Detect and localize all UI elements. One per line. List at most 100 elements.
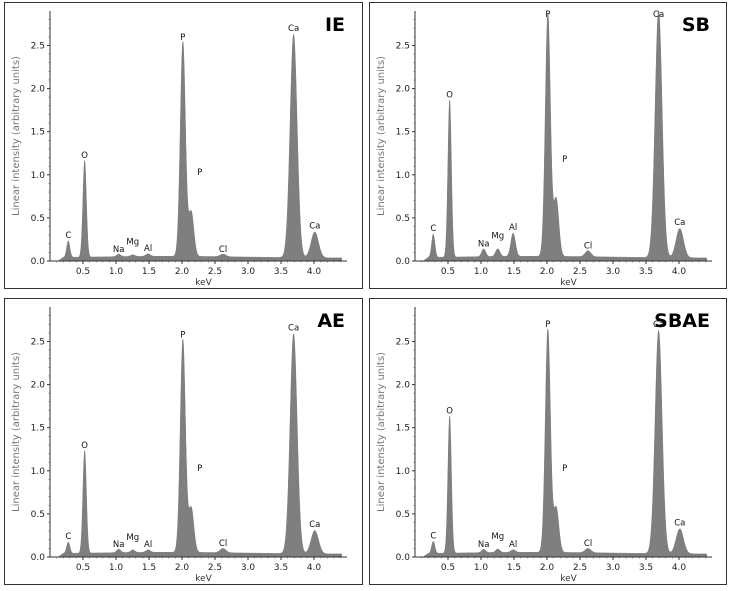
chart-title: IE bbox=[325, 14, 345, 36]
x-tick-label: 3.5 bbox=[274, 267, 288, 277]
x-tick-label: 1.0 bbox=[109, 563, 124, 573]
peak-label: P bbox=[197, 168, 202, 178]
y-tick-label: 2.5 bbox=[31, 41, 45, 51]
spectrum-panel-sbae: 0.0 0.5 1.0 1.5 2.0 2.5 0.5 1.0 1.5 2.0 2.5 3.0 3.5 4… bbox=[369, 298, 727, 585]
x-axis-label: keV bbox=[560, 278, 577, 288]
y-tick-label: 1.0 bbox=[31, 171, 46, 181]
peak-label: Na bbox=[478, 540, 490, 550]
peak-label: Al bbox=[509, 223, 517, 233]
peak-label: O bbox=[446, 406, 453, 416]
spectrum-chart-sb: 0.0 0.5 1.0 1.5 2.0 2.5 0.5 1.0 1.5 2.0 2.5 3.0 3.5 4… bbox=[376, 10, 712, 288]
x-tick-label: 3.5 bbox=[639, 267, 653, 277]
peak-label: C bbox=[430, 224, 436, 234]
peak-label: O bbox=[446, 91, 453, 101]
x-tick-label: 2.5 bbox=[208, 563, 222, 573]
x-tick-label: 4.0 bbox=[307, 563, 322, 573]
peak-label: O bbox=[81, 441, 88, 451]
y-tick-label: 0.0 bbox=[31, 257, 46, 267]
y-tick-label: 1.5 bbox=[31, 128, 45, 138]
y-tick-label: 1.5 bbox=[396, 424, 410, 434]
x-tick-label: 0.5 bbox=[76, 267, 90, 277]
x-tick-label: 3.5 bbox=[639, 563, 653, 573]
y-tick-label: 2.5 bbox=[31, 337, 45, 347]
x-axis-label: keV bbox=[195, 278, 212, 288]
peak-label: P bbox=[562, 155, 567, 165]
x-tick-label: 2.5 bbox=[208, 267, 222, 277]
y-tick-label: 0.5 bbox=[31, 214, 45, 224]
peak-label: Ca bbox=[309, 222, 320, 232]
spectrum-panel-sb: 0.0 0.5 1.0 1.5 2.0 2.5 0.5 1.0 1.5 2.0 2.5 3.0 3.5 4… bbox=[369, 2, 727, 289]
peak-label: P bbox=[197, 464, 202, 474]
spectrum-area bbox=[57, 33, 342, 262]
x-tick-label: 3.0 bbox=[241, 563, 256, 573]
x-axis-label: keV bbox=[560, 574, 577, 584]
y-tick-label: 2.0 bbox=[31, 85, 46, 95]
y-tick-label: 0.0 bbox=[31, 553, 46, 563]
peak-label: C bbox=[65, 231, 71, 241]
x-tick-label: 2.0 bbox=[175, 267, 190, 277]
x-tick-label: 2.0 bbox=[540, 563, 555, 573]
y-tick-label: 2.0 bbox=[31, 381, 46, 391]
peak-label: P bbox=[545, 10, 550, 20]
spectrum-chart-sbae: 0.0 0.5 1.0 1.5 2.0 2.5 0.5 1.0 1.5 2.0 2.5 3.0 3.5 4… bbox=[376, 307, 712, 584]
peak-label: Ca bbox=[288, 324, 299, 334]
peak-label: Al bbox=[144, 244, 152, 254]
peak-label: Mg bbox=[491, 532, 504, 542]
x-tick-label: 2.0 bbox=[175, 563, 190, 573]
peak-label: Al bbox=[144, 540, 152, 550]
y-tick-label: 1.0 bbox=[31, 467, 46, 477]
peak-label: Ca bbox=[653, 10, 664, 20]
x-tick-label: 1.5 bbox=[507, 267, 521, 277]
x-tick-label: 4.0 bbox=[307, 267, 322, 277]
peak-label: O bbox=[81, 151, 88, 161]
y-tick-label: 2.5 bbox=[396, 337, 410, 347]
peak-label: Ca bbox=[674, 218, 685, 228]
spectrum-area bbox=[422, 328, 707, 558]
spectrum-area bbox=[422, 10, 707, 262]
spectrum-panel-ie: 0.0 0.5 1.0 1.5 2.0 2.5 0.5 1.0 1.5 2.0 2.5 3.0 3.5 4… bbox=[4, 2, 363, 289]
peak-label: Ca bbox=[309, 520, 320, 530]
y-tick-label: 1.0 bbox=[396, 467, 411, 477]
x-tick-label: 1.5 bbox=[507, 563, 521, 573]
x-tick-label: 1.5 bbox=[142, 563, 156, 573]
peak-label: Cl bbox=[584, 539, 592, 549]
x-tick-label: 2.5 bbox=[573, 267, 587, 277]
peak-label: Al bbox=[509, 540, 517, 550]
y-tick-label: 1.5 bbox=[396, 128, 410, 138]
x-tick-label: 2.0 bbox=[540, 267, 555, 277]
peak-label: Mg bbox=[126, 238, 139, 248]
y-tick-label: 2.0 bbox=[396, 85, 411, 95]
y-axis-label: Linear intensity (arbitrary units) bbox=[376, 352, 387, 512]
x-axis-label: keV bbox=[195, 574, 212, 584]
peak-label: C bbox=[430, 531, 436, 541]
peak-label: Ca bbox=[674, 518, 685, 528]
x-tick-label: 3.0 bbox=[606, 267, 621, 277]
y-axis-label: Linear intensity (arbitrary units) bbox=[376, 56, 387, 216]
y-tick-label: 2.0 bbox=[396, 381, 411, 391]
peak-label: Na bbox=[113, 540, 125, 550]
y-tick-label: 0.5 bbox=[31, 510, 45, 520]
x-tick-label: 1.0 bbox=[474, 563, 489, 573]
x-tick-label: 1.5 bbox=[142, 267, 156, 277]
y-axis-label: Linear intensity (arbitrary units) bbox=[11, 56, 22, 216]
peak-label: P bbox=[180, 330, 185, 340]
y-axis-label: Linear intensity (arbitrary units) bbox=[11, 352, 22, 512]
peak-label: Cl bbox=[219, 539, 227, 549]
spectrum-panel-ae: 0.0 0.5 1.0 1.5 2.0 2.5 0.5 1.0 1.5 2.0 2.5 3.0 3.5 4… bbox=[4, 298, 363, 585]
peak-label: Na bbox=[478, 240, 490, 250]
peak-label: P bbox=[180, 33, 185, 43]
y-tick-label: 1.0 bbox=[396, 171, 411, 181]
peak-label: Mg bbox=[126, 533, 139, 543]
chart-title: SBAE bbox=[654, 310, 710, 332]
peak-label: Cl bbox=[584, 241, 592, 251]
y-tick-label: 1.5 bbox=[31, 424, 45, 434]
peak-label: C bbox=[65, 532, 71, 542]
x-tick-label: 3.0 bbox=[606, 563, 621, 573]
y-tick-label: 0.5 bbox=[396, 510, 410, 520]
x-tick-label: 3.5 bbox=[274, 563, 288, 573]
spectrum-area bbox=[57, 333, 342, 558]
x-tick-label: 1.0 bbox=[109, 267, 124, 277]
x-tick-label: 0.5 bbox=[441, 563, 455, 573]
y-tick-label: 0.0 bbox=[396, 257, 411, 267]
peak-label: Ca bbox=[653, 320, 664, 330]
